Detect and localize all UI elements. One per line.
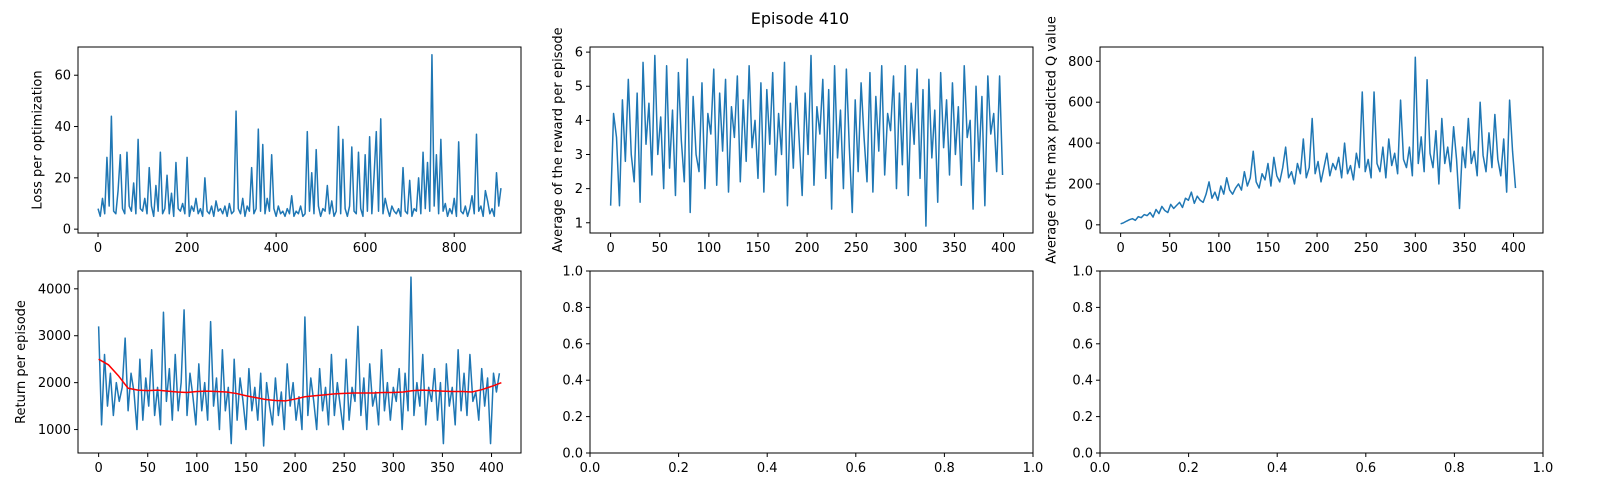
empty2-xtick-label-1: 0.2 — [1178, 461, 1199, 476]
empty1-ytick-label-5: 1.0 — [562, 265, 583, 280]
return-xtick-label-6: 300 — [381, 461, 406, 476]
loss-subplot: Loss per optimization 0 200 400 600 800 0 20 40… — [31, 46, 522, 256]
reward-ytick-label-4: 5 — [575, 80, 583, 95]
maxq-xtick-label-4: 200 — [1305, 241, 1330, 256]
loss-ytick-label-2: 40 — [54, 120, 71, 135]
loss-ytick-label-1: 20 — [54, 171, 71, 186]
reward-subplot: Average of the reward per episode 0 50 100… — [551, 27, 1034, 256]
reward-series-0-line — [609, 54, 1004, 227]
maxq-ytick-label-1: 200 — [1068, 177, 1093, 192]
maxq-series-0-line — [1120, 56, 1517, 225]
empty2-ytick-label-2: 0.4 — [1072, 374, 1093, 389]
return-ytick-label-3: 4000 — [38, 282, 71, 297]
empty1-ytick-label-4: 0.8 — [562, 301, 583, 316]
empty1-ytick-label-3: 0.6 — [562, 337, 583, 352]
empty1-axes-frame — [589, 270, 1034, 454]
return-xtick-label-4: 200 — [283, 461, 308, 476]
empty1-ytick-label-2: 0.4 — [562, 374, 583, 389]
figure-title: Episode 410 — [751, 9, 849, 28]
empty-subplot-2: 0.0 0.2 0.4 0.6 0.8 1.0 0.0 0.2 0.4 0.6 0.8 1.0 — [1072, 265, 1553, 477]
loss-ytick-label-3: 60 — [54, 69, 71, 84]
return-xtick-label-1: 50 — [139, 461, 156, 476]
loss-series-0-line — [97, 53, 502, 218]
empty1-xtick-label-5: 1.0 — [1023, 461, 1044, 476]
reward-xtick-label-7: 350 — [942, 241, 967, 256]
maxq-axes-frame — [1099, 46, 1544, 234]
empty2-ytick-label-3: 0.6 — [1072, 337, 1093, 352]
maxq-ytick-label-2: 400 — [1068, 137, 1093, 152]
maxq-xtick-label-2: 100 — [1206, 241, 1231, 256]
reward-ytick-label-0: 1 — [575, 216, 583, 231]
return-ytick-label-2: 3000 — [38, 329, 71, 344]
loss-xtick-label-4: 800 — [442, 241, 467, 256]
return-ytick-label-0: 1000 — [38, 423, 71, 438]
empty2-xtick-label-3: 0.6 — [1355, 461, 1376, 476]
maxq-xtick-label-7: 350 — [1452, 241, 1477, 256]
empty-subplot-1: 0.0 0.2 0.4 0.6 0.8 1.0 0.0 0.2 0.4 0.6 0.8 1.0 — [562, 265, 1043, 477]
empty1-ytick-label-0: 0.0 — [562, 447, 583, 462]
loss-xtick-label-2: 400 — [264, 241, 289, 256]
maxq-xtick-label-8: 400 — [1501, 241, 1526, 256]
reward-ytick-label-5: 6 — [575, 46, 583, 61]
maxq-xtick-label-1: 50 — [1161, 241, 1178, 256]
return-xtick-label-7: 350 — [430, 461, 455, 476]
empty2-xtick-label-4: 0.8 — [1444, 461, 1465, 476]
maxq-ytick-label-4: 800 — [1068, 55, 1093, 70]
empty2-xtick-label-5: 1.0 — [1533, 461, 1554, 476]
reward-xtick-label-1: 50 — [651, 241, 668, 256]
return-ylabel: Return per episode — [14, 300, 29, 424]
reward-ylabel: Average of the reward per episode — [551, 27, 566, 252]
reward-xtick-label-3: 150 — [746, 241, 771, 256]
reward-xtick-label-4: 200 — [795, 241, 820, 256]
reward-ytick-label-1: 2 — [575, 182, 583, 197]
return-xtick-label-5: 250 — [332, 461, 357, 476]
empty2-xtick-label-0: 0.0 — [1090, 461, 1111, 476]
return-subplot: Return per episode 0 50 100 150 200 250 300 350… — [14, 270, 522, 476]
maxq-ytick-label-0: 0 — [1085, 218, 1093, 233]
empty1-xtick-label-2: 0.4 — [757, 461, 778, 476]
return-xtick-label-3: 150 — [234, 461, 259, 476]
return-ytick-label-1: 2000 — [38, 376, 71, 391]
maxq-xtick-label-5: 250 — [1354, 241, 1379, 256]
empty2-ytick-label-5: 1.0 — [1072, 265, 1093, 280]
empty1-xtick-label-3: 0.6 — [845, 461, 866, 476]
loss-xtick-label-3: 600 — [353, 241, 378, 256]
empty2-xtick-label-2: 0.4 — [1267, 461, 1288, 476]
maxq-ytick-label-3: 600 — [1068, 96, 1093, 111]
reward-xtick-label-8: 400 — [991, 241, 1016, 256]
empty1-xtick-label-1: 0.2 — [668, 461, 689, 476]
maxq-xtick-label-3: 150 — [1256, 241, 1281, 256]
return-xtick-label-2: 100 — [184, 461, 209, 476]
empty2-ytick-label-4: 0.8 — [1072, 301, 1093, 316]
empty2-ytick-label-1: 0.2 — [1072, 410, 1093, 425]
loss-xtick-label-1: 200 — [175, 241, 200, 256]
reward-ytick-label-3: 4 — [575, 114, 583, 129]
maxq-ylabel: Average of the max predicted Q value — [1044, 16, 1059, 264]
empty1-xtick-label-4: 0.8 — [934, 461, 955, 476]
empty2-axes-frame — [1099, 270, 1544, 454]
maxq-xtick-label-6: 300 — [1403, 241, 1428, 256]
reward-xtick-label-2: 100 — [696, 241, 721, 256]
loss-ylabel: Loss per optimization — [31, 70, 46, 209]
reward-ytick-label-2: 3 — [575, 148, 583, 163]
loss-ytick-label-0: 0 — [63, 223, 71, 238]
maxq-xtick-label-0: 0 — [1116, 241, 1124, 256]
empty1-ytick-label-1: 0.2 — [562, 410, 583, 425]
empty1-xtick-label-0: 0.0 — [580, 461, 601, 476]
reward-xtick-label-5: 250 — [844, 241, 869, 256]
maxq-subplot: Average of the max predicted Q value 0 50… — [1044, 16, 1544, 264]
return-xtick-label-0: 0 — [94, 461, 102, 476]
return-axes-frame — [77, 270, 522, 454]
return-series-1-line — [98, 358, 502, 402]
return-xtick-label-8: 400 — [479, 461, 504, 476]
reward-xtick-label-0: 0 — [606, 241, 614, 256]
reward-xtick-label-6: 300 — [893, 241, 918, 256]
loss-xtick-label-0: 0 — [94, 241, 102, 256]
empty2-ytick-label-0: 0.0 — [1072, 447, 1093, 462]
